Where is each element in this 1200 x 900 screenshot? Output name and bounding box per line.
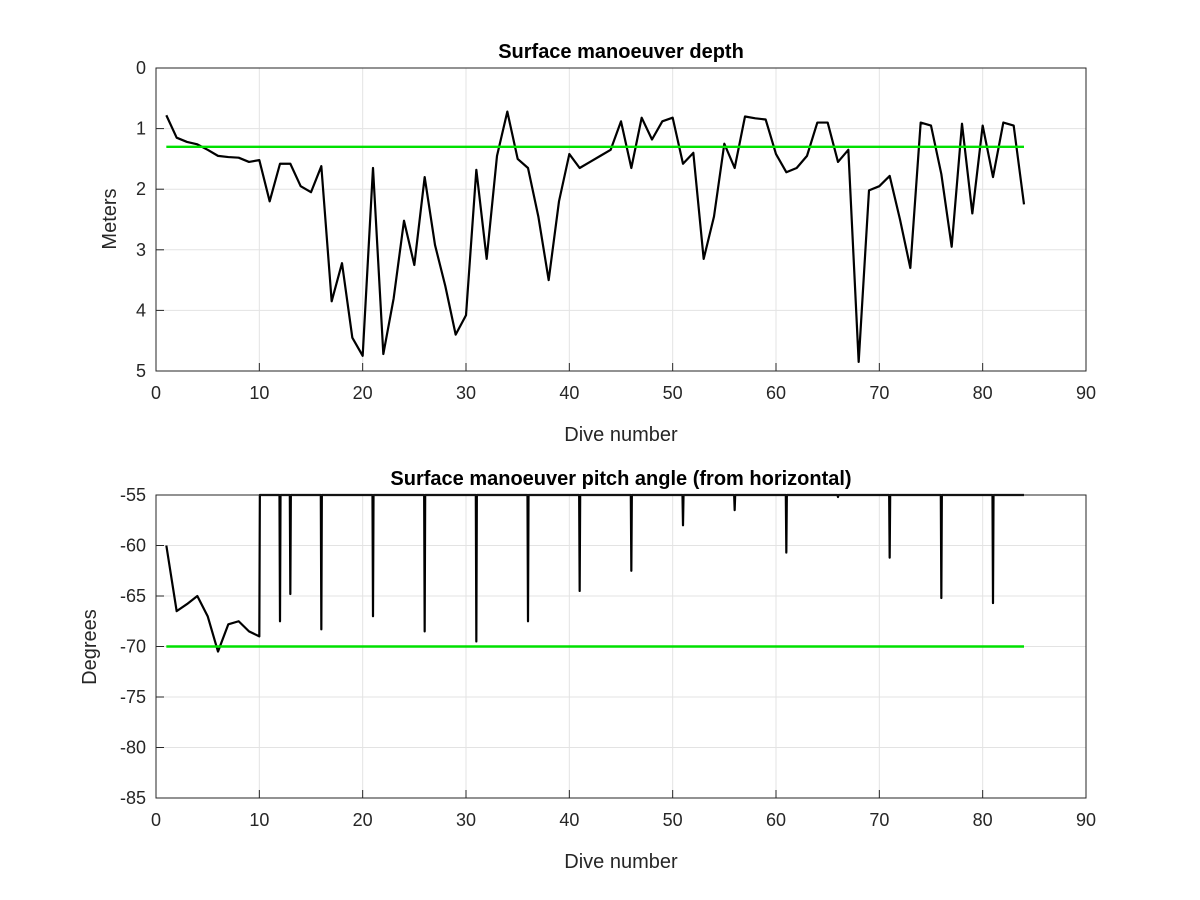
pitch-x-ticks: 0 10 20 30 40 50 60 70 80 90 <box>151 790 1096 830</box>
depth-x-tick-label: 20 <box>353 383 373 403</box>
pitch-chart-title: Surface manoeuver pitch angle (from hori… <box>390 468 851 490</box>
depth-x-tick-label: 30 <box>456 383 476 403</box>
pitch-y-axis-label: Degrees <box>79 609 101 685</box>
pitch-x-tick-label: 80 <box>973 810 993 830</box>
depth-x-tick-label: 60 <box>766 383 786 403</box>
pitch-x-tick-label: 40 <box>559 810 579 830</box>
depth-x-tick-label: 70 <box>869 383 889 403</box>
depth-y-tick-label: 4 <box>136 300 146 320</box>
depth-x-ticks: 0 10 20 30 40 50 60 70 80 90 <box>151 363 1096 403</box>
pitch-x-tick-label: 90 <box>1076 810 1096 830</box>
depth-data-line <box>165 110 1026 364</box>
pitch-x-tick-label: 0 <box>151 810 161 830</box>
pitch-x-tick-label: 20 <box>353 810 373 830</box>
pitch-y-tick-label: -65 <box>120 586 146 606</box>
depth-y-axis-label: Meters <box>99 188 121 249</box>
depth-y-tick-label: 2 <box>136 179 146 199</box>
depth-x-axis-label: Dive number <box>564 424 678 446</box>
depth-x-tick-label: 50 <box>663 383 683 403</box>
depth-y-tick-label: 3 <box>136 240 146 260</box>
pitch-x-tick-label: 30 <box>456 810 476 830</box>
pitch-x-tick-label: 50 <box>663 810 683 830</box>
depth-x-tick-label: 90 <box>1076 383 1096 403</box>
pitch-x-tick-label: 10 <box>249 810 269 830</box>
depth-x-tick-label: 80 <box>973 383 993 403</box>
pitch-y-tick-label: -75 <box>120 687 146 707</box>
depth-chart-title: Surface manoeuver depth <box>498 41 744 63</box>
pitch-x-tick-label: 70 <box>869 810 889 830</box>
depth-x-tick-label: 0 <box>151 383 161 403</box>
pitch-plot: 0 10 20 30 40 50 60 70 80 90 -55 -60 -65 -70 -75 -80 -8… <box>79 468 1096 873</box>
pitch-y-tick-label: -85 <box>120 788 146 808</box>
depth-x-tick-label: 10 <box>249 383 269 403</box>
depth-y-tick-label: 1 <box>136 119 146 139</box>
depth-x-tick-label: 40 <box>559 383 579 403</box>
pitch-y-tick-label: -80 <box>120 738 146 758</box>
depth-plot: 0 10 20 30 40 50 60 70 80 90 0 1 2 3 4 5 Surface manoe… <box>99 41 1096 446</box>
depth-plot-background <box>156 68 1086 371</box>
depth-y-ticks: 0 1 2 3 4 5 <box>136 58 164 381</box>
pitch-x-axis-label: Dive number <box>564 851 678 873</box>
pitch-y-tick-label: -55 <box>120 485 146 505</box>
pitch-y-tick-label: -70 <box>120 637 146 657</box>
pitch-y-ticks: -55 -60 -65 -70 -75 -80 -85 <box>120 485 164 808</box>
pitch-y-tick-label: -60 <box>120 536 146 556</box>
depth-plot-frame <box>155 67 1087 372</box>
pitch-x-tick-label: 60 <box>766 810 786 830</box>
depth-y-tick-label: 0 <box>136 58 146 78</box>
depth-series-group <box>165 110 1026 364</box>
depth-y-tick-label: 5 <box>136 361 146 381</box>
